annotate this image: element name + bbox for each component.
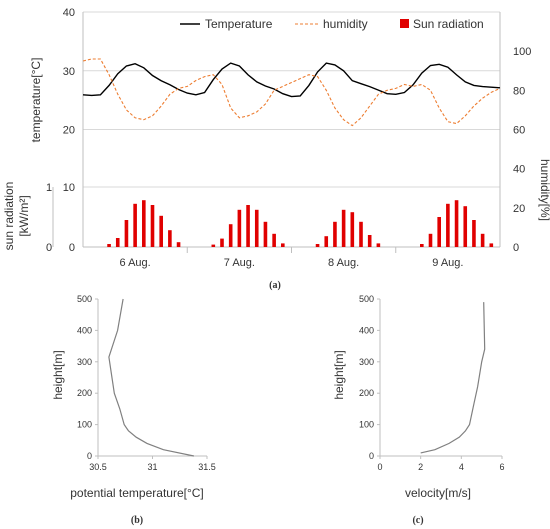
- radiation-bar: [367, 235, 372, 247]
- legend: Temperature humidity Sun radiation: [180, 17, 484, 31]
- panel-c: 0 100 200 300 400 500 0 2 4 6 velocity[m/s] heigh…: [332, 294, 505, 526]
- y-tick-label: 500: [359, 294, 374, 304]
- legend-radiation-swatch: [400, 19, 409, 28]
- right-tick-label: 40: [513, 164, 525, 176]
- radiation-bar: [480, 233, 485, 247]
- x-tick-label: 7 Aug.: [224, 257, 255, 269]
- x-tick-label: 8 Aug.: [328, 257, 359, 269]
- y-tick-label: 500: [77, 294, 92, 304]
- x-tick-label: 31: [147, 462, 157, 472]
- radiation-bar: [446, 203, 450, 247]
- right-tick-label: 100: [513, 46, 531, 58]
- panel-b-ylabel: height[m]: [51, 350, 65, 399]
- x-tick-label: 0: [377, 462, 382, 472]
- humidity-line: [82, 58, 501, 127]
- radiation-bar: [350, 212, 355, 247]
- panel-b: 0 100 200 300 400 500 30.5 31 31.5 potential tem…: [51, 294, 216, 526]
- y-tick-label: 300: [359, 357, 374, 367]
- y-tick-label: 300: [77, 357, 92, 367]
- radiation-bar: [159, 215, 163, 247]
- radiation-bar: [115, 238, 120, 247]
- humidity-axis-title: humidity[%]: [538, 159, 550, 221]
- right-tick-label: 20: [513, 203, 525, 215]
- radiation-bar: [124, 220, 129, 247]
- caption-c: (c): [412, 515, 423, 526]
- left-tick-label: 40: [63, 7, 75, 19]
- legend-radiation-label: Sun radiation: [413, 17, 484, 31]
- radiation-bar: [315, 244, 320, 247]
- radiation-tick-label: 0: [46, 242, 52, 254]
- y-tick-label: 100: [359, 420, 374, 430]
- radiation-axis-unit: [kW/m²]: [17, 195, 31, 236]
- radiation-tick-label: 10: [63, 182, 75, 194]
- x-tick-label: 2: [418, 462, 423, 472]
- radiation-bar: [463, 206, 468, 247]
- radiation-bar: [228, 224, 233, 247]
- radiation-bar: [420, 244, 424, 247]
- radiation-axis-title: sun radiation: [2, 182, 16, 251]
- radiation-bar: [142, 200, 146, 247]
- radiation-bar: [341, 209, 346, 247]
- radiation-bar: [472, 220, 476, 247]
- left-tick-label: 30: [63, 66, 75, 78]
- radiation-bar: [376, 243, 381, 247]
- caption-a: (a): [269, 280, 281, 291]
- right-tick-label: 80: [513, 85, 525, 97]
- y-tick-label: 200: [77, 388, 92, 398]
- radiation-tick-label: 0: [69, 242, 75, 254]
- y-tick-label: 200: [359, 388, 374, 398]
- panel-b-axes: 0 100 200 300 400 500 30.5 31 31.5: [77, 294, 216, 472]
- x-tick-label: 30.5: [89, 462, 107, 472]
- temperature-axis-title: temperature[°C]: [29, 58, 43, 143]
- radiation-bar: [437, 217, 441, 247]
- radiation-bar: [281, 243, 285, 247]
- caption-b: (b): [131, 515, 143, 526]
- temperature-line: [82, 62, 501, 98]
- radiation-bar: [333, 221, 337, 247]
- x-tick-label: 6: [499, 462, 504, 472]
- radiation-bar: [220, 238, 224, 247]
- radiation-bar: [237, 209, 242, 247]
- radiation-bar: [246, 205, 250, 247]
- radiation-bar: [263, 221, 268, 247]
- radiation-bar: [211, 244, 216, 247]
- y-tick-label: 0: [87, 451, 92, 461]
- radiation-bar: [133, 203, 137, 247]
- right-tick-label: 60: [513, 125, 525, 137]
- radiation-bar: [107, 244, 111, 247]
- y-tick-label: 400: [77, 325, 92, 335]
- radiation-bars: [107, 200, 494, 247]
- left-tick-label: 20: [63, 125, 75, 137]
- x-tick-label: 9 Aug.: [432, 257, 463, 269]
- x-tick-label: 6 Aug.: [120, 257, 151, 269]
- panel-b-xlabel: potential temperature[°C]: [70, 486, 204, 500]
- radiation-bar: [428, 233, 433, 247]
- y-tick-label: 0: [369, 451, 374, 461]
- radiation-bar: [176, 242, 181, 247]
- potential-temperature-profile: [108, 298, 195, 457]
- radiation-bar: [454, 200, 459, 247]
- velocity-profile: [420, 302, 486, 454]
- radiation-bar: [168, 230, 172, 247]
- radiation-bar: [254, 209, 259, 247]
- panel-c-xlabel: velocity[m/s]: [405, 486, 471, 500]
- y-tick-label: 100: [77, 420, 92, 430]
- panel-c-ylabel: height[m]: [332, 350, 346, 399]
- radiation-tick-label: 1: [46, 182, 52, 194]
- legend-temperature-label: Temperature: [205, 17, 273, 31]
- right-tick-label: 0: [513, 242, 519, 254]
- radiation-bar: [324, 236, 329, 247]
- radiation-bar: [489, 243, 494, 247]
- x-tick-label: 4: [459, 462, 464, 472]
- legend-humidity-label: humidity: [323, 17, 368, 31]
- y-tick-label: 400: [359, 325, 374, 335]
- radiation-bar: [359, 221, 363, 247]
- radiation-bar: [272, 233, 276, 247]
- x-tick-label: 31.5: [198, 462, 216, 472]
- radiation-bar: [150, 205, 155, 247]
- panel-c-axes: 0 100 200 300 400 500 0 2 4 6: [359, 294, 505, 472]
